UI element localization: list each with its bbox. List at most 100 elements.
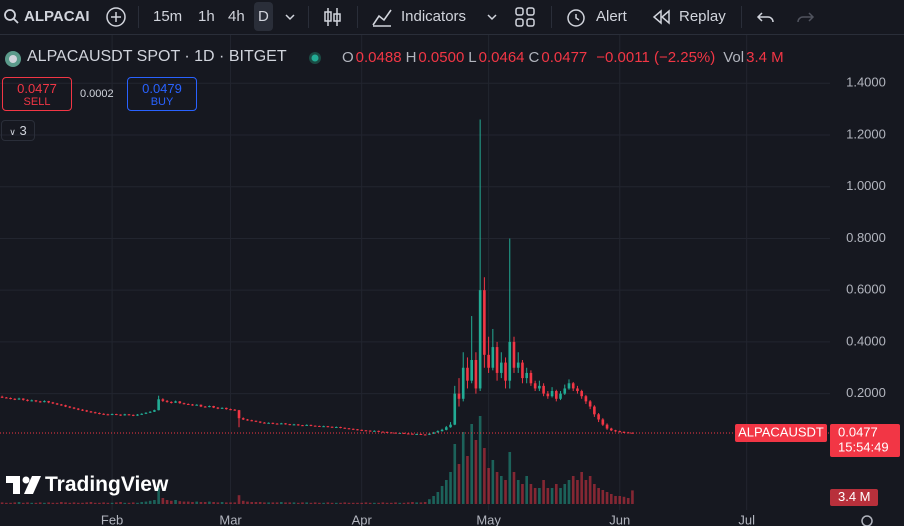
candle-body — [275, 423, 279, 425]
volume-bar — [191, 502, 194, 504]
volume-bar — [216, 502, 220, 504]
sell-price: 0.0477 — [17, 81, 57, 96]
compare-button[interactable] — [104, 5, 128, 29]
volume-bar — [368, 502, 372, 504]
candle-body — [161, 399, 165, 401]
separator — [308, 6, 309, 28]
volume-bar — [457, 464, 461, 504]
legend-key: Vol — [723, 49, 745, 66]
sell-button[interactable]: 0.0477 SELL — [2, 77, 72, 111]
volume-bar — [140, 502, 144, 504]
volume-bar — [444, 480, 448, 504]
candle-body — [339, 426, 342, 428]
interval-button[interactable]: 15m — [153, 8, 183, 25]
x-tick-label: Jun — [609, 512, 630, 526]
volume-bar — [64, 502, 67, 504]
candle-body — [148, 411, 152, 413]
volume-bar — [157, 488, 160, 504]
x-tick-label: Mar — [219, 512, 242, 526]
replay-button[interactable]: Replay — [679, 8, 726, 25]
candle-body — [622, 431, 626, 433]
volume-bar — [538, 488, 541, 504]
volume-bar — [250, 502, 254, 504]
volume-bar — [567, 480, 571, 504]
volume-bar — [554, 484, 558, 504]
volume-bar — [89, 502, 93, 504]
candle-body — [444, 427, 448, 430]
buy-button[interactable]: 0.0479 BUY — [127, 77, 197, 111]
collapse-indicators[interactable]: ∨ 3 — [1, 120, 35, 141]
candle-body — [110, 414, 114, 416]
candle-body — [373, 430, 376, 432]
undo-button[interactable] — [754, 5, 778, 29]
candle-body — [72, 407, 76, 409]
price-badge — [830, 424, 900, 458]
volume-bar — [305, 502, 309, 504]
candle-body — [356, 429, 359, 431]
candle-body — [60, 404, 63, 406]
volume-bar — [504, 480, 507, 504]
candle-body — [195, 404, 199, 406]
volume-bar — [284, 502, 287, 504]
candle-body — [233, 409, 237, 411]
interval-button[interactable]: 4h — [228, 8, 245, 25]
volume-bar — [360, 502, 364, 504]
candle-body — [364, 430, 368, 432]
candle-body — [466, 367, 469, 381]
volume-bar — [225, 502, 228, 504]
candle-body — [597, 414, 600, 420]
interval-button[interactable]: 1h — [198, 8, 215, 25]
indicators-button[interactable]: Indicators — [401, 8, 467, 25]
volume-bar — [559, 488, 562, 504]
volume-bar — [254, 502, 258, 504]
candle-body — [237, 410, 241, 419]
layouts-button[interactable] — [513, 5, 537, 29]
legend-change: −0.0011 (−2.25%) — [596, 49, 716, 66]
volume-bar — [576, 480, 579, 504]
settings-button[interactable] — [861, 515, 873, 526]
candle-body — [389, 432, 393, 434]
candle-body — [584, 396, 588, 402]
candle-body — [609, 428, 613, 431]
candle-body — [153, 410, 156, 412]
candle-body — [309, 424, 313, 426]
candle-body — [614, 430, 617, 432]
volume-bar — [309, 502, 313, 504]
candle-body — [119, 414, 122, 416]
volume-bar — [436, 492, 440, 504]
indicators-dropdown[interactable] — [485, 10, 499, 24]
volume-bar — [47, 502, 50, 504]
interval-button-active[interactable]: D — [254, 2, 273, 31]
candle-body — [351, 428, 355, 430]
volume-bar — [106, 502, 110, 504]
candle-body — [550, 391, 554, 397]
alert-icon[interactable] — [564, 5, 588, 29]
candle-body — [605, 424, 609, 429]
volume-bar — [449, 472, 452, 504]
y-tick-label: 0.6000 — [846, 282, 886, 297]
symbol-search[interactable]: ALPACAI — [24, 8, 90, 25]
candle-body — [461, 367, 465, 399]
candle-body — [170, 401, 173, 403]
alert-button[interactable]: Alert — [596, 8, 627, 25]
symbol-logo — [5, 51, 21, 67]
candle-body — [250, 420, 254, 422]
search-icon[interactable] — [2, 7, 22, 27]
volume-bar — [203, 502, 207, 504]
interval-dropdown[interactable] — [283, 10, 297, 24]
volume-bar — [478, 416, 482, 504]
volume-bar — [76, 502, 80, 504]
chart-type-button[interactable] — [320, 5, 344, 29]
candle-body — [220, 407, 224, 409]
redo-button[interactable] — [793, 5, 817, 29]
indicators-icon[interactable] — [370, 5, 394, 29]
candle-body — [89, 411, 93, 413]
volume-bar — [292, 502, 296, 504]
y-tick-label: 1.2000 — [846, 126, 886, 141]
candle-body — [381, 431, 385, 433]
replay-icon[interactable] — [650, 5, 674, 29]
volume-bar — [542, 480, 545, 504]
volume-bar — [220, 502, 224, 504]
volume-bar — [275, 502, 279, 504]
volume-bar — [533, 488, 537, 504]
